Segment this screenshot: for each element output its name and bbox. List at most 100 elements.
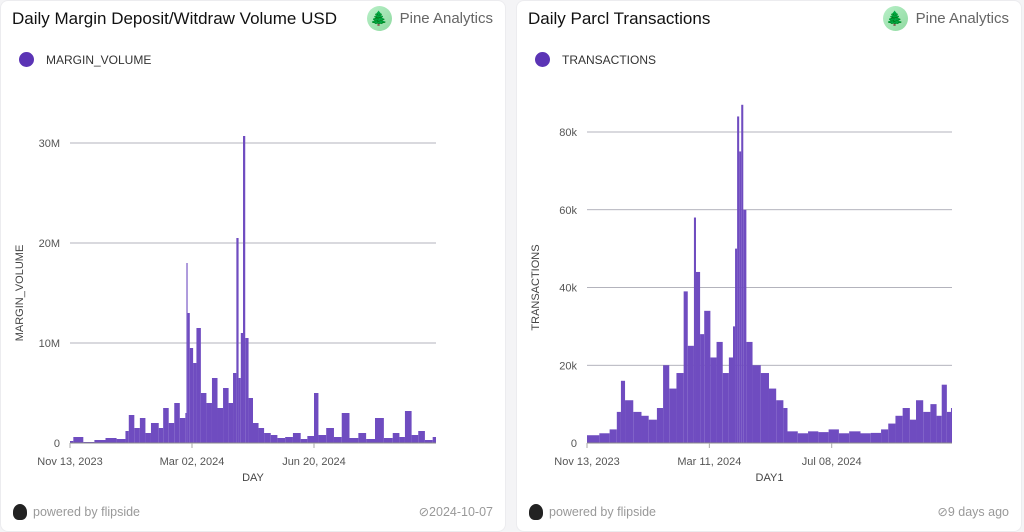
bar: [916, 400, 924, 443]
bar: [285, 437, 293, 443]
bar: [105, 438, 117, 443]
legend[interactable]: TRANSACTIONS: [535, 52, 656, 67]
bar: [418, 431, 425, 443]
y-tick-label: 20M: [39, 238, 60, 250]
x-tick-label: Nov 13, 2023: [37, 456, 102, 468]
bar: [341, 413, 350, 443]
y-tick-label: 60k: [559, 205, 577, 217]
y-tick-label: 0: [571, 438, 577, 450]
bar: [700, 334, 705, 443]
bar: [186, 263, 188, 443]
chart-title: Daily Margin Deposit/Witdraw Volume USD: [12, 9, 337, 28]
bar: [375, 418, 384, 443]
y-axis-label: MARGIN_VOLUME: [14, 245, 26, 342]
bar: [860, 433, 871, 443]
chart-card-margin: Daily Margin Deposit/Witdraw Volume USD …: [0, 0, 506, 532]
flipside-logo-icon: [529, 504, 543, 520]
bar: [930, 404, 937, 443]
bar: [888, 423, 896, 443]
legend[interactable]: MARGIN_VOLUME: [19, 52, 151, 67]
bar: [902, 408, 910, 443]
bar: [710, 357, 717, 443]
bar: [683, 291, 688, 443]
bar: [392, 433, 400, 443]
bar: [787, 431, 798, 443]
bar: [687, 345, 694, 443]
bar: [936, 415, 942, 443]
updated-stamp: ⊘2024-10-07: [418, 505, 493, 519]
x-axis-label: DAY: [242, 472, 264, 484]
bar: [704, 310, 711, 443]
bar: [432, 437, 436, 443]
bar: [163, 408, 169, 443]
bar: [722, 373, 729, 443]
legend-dot: [535, 52, 550, 67]
bar: [318, 435, 327, 443]
bar: [760, 373, 769, 443]
bar: [656, 408, 664, 443]
y-tick-label: 40k: [559, 283, 577, 295]
brand[interactable]: 🌲 Pine Analytics: [882, 6, 1009, 31]
bar: [174, 403, 180, 443]
bar: [399, 437, 405, 443]
bar: [620, 380, 626, 443]
y-tick-label: 80k: [559, 127, 577, 139]
bar: [383, 438, 393, 443]
flipside-logo-icon: [13, 504, 27, 520]
bar: [277, 438, 286, 443]
bar: [200, 393, 207, 443]
bar: [236, 238, 239, 443]
bar: [245, 338, 249, 443]
bar: [599, 433, 610, 443]
bar: [125, 431, 129, 443]
bar: [728, 357, 733, 443]
legend-label: MARGIN_VOLUME: [46, 52, 152, 67]
brand[interactable]: 🌲 Pine Analytics: [366, 6, 493, 31]
bar: [733, 326, 736, 443]
bar: [179, 418, 186, 443]
x-axis-label: DAY1: [756, 472, 784, 484]
bar: [145, 433, 151, 443]
bar: [116, 439, 126, 443]
bar: [950, 408, 952, 443]
bar: [424, 440, 433, 443]
powered-by-link[interactable]: powered by flipside: [529, 504, 656, 520]
margin-volume-chart: 0 10M 20M 30M Nov 13, 2023 Mar 02, 2024 Jun 20…: [14, 136, 436, 484]
y-tick-label: 30M: [39, 138, 60, 150]
bar: [741, 104, 744, 443]
bar: [946, 411, 951, 443]
chart-title: Daily Parcl Transactions: [528, 9, 711, 28]
brand-name: Pine Analytics: [399, 10, 493, 27]
bar: [189, 348, 194, 443]
bar: [206, 403, 212, 443]
bar: [307, 436, 314, 443]
bar: [909, 419, 917, 443]
bar: [193, 363, 197, 443]
y-axis-label: TRANSACTIONS: [530, 244, 542, 330]
bar: [849, 431, 861, 443]
bar: [333, 437, 342, 443]
bar: [217, 408, 224, 443]
bar: [633, 411, 642, 443]
bar: [349, 438, 359, 443]
legend-dot: [19, 52, 34, 67]
updated-stamp: ⊘9 days ago: [937, 505, 1009, 519]
bar: [187, 313, 190, 443]
powered-by-link[interactable]: powered by flipside: [13, 504, 140, 520]
bar: [616, 411, 621, 443]
x-tick-label: Mar 11, 2024: [677, 456, 741, 468]
bar: [838, 433, 850, 443]
bar: [238, 378, 241, 443]
bar: [264, 433, 271, 443]
bar: [128, 415, 135, 443]
bar: [743, 209, 747, 443]
bar: [783, 408, 788, 443]
x-tick-label: Nov 13, 2023: [554, 456, 619, 468]
updated-text: 2024-10-07: [429, 505, 493, 519]
bar: [676, 373, 684, 443]
bar: [253, 423, 259, 443]
bar: [270, 435, 278, 443]
bar: [314, 393, 319, 443]
x-tick-label: Mar 02, 2024: [160, 456, 225, 468]
bar: [746, 341, 753, 443]
